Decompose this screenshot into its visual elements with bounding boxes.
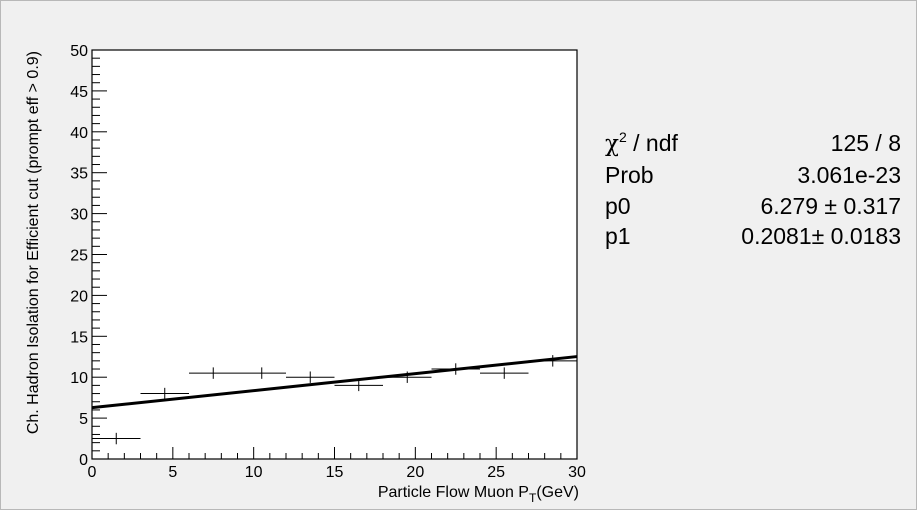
- x-tick-label: 30: [568, 464, 586, 481]
- data-point: [92, 432, 141, 445]
- data-point: [334, 379, 383, 392]
- p0-value: 6.279 ± 0.317: [760, 193, 901, 219]
- p1-value: 0.2081± 0.0183: [741, 223, 901, 249]
- y-tick-label: 20: [70, 288, 88, 305]
- y-tick-label: 15: [70, 329, 88, 346]
- x-tick-label: 15: [326, 464, 344, 481]
- fit-line: [91, 355, 578, 410]
- prob-value: 3.061e-23: [797, 162, 901, 188]
- data-point: [189, 367, 238, 379]
- data-point: [237, 367, 286, 379]
- linear-fit-line: [91, 355, 578, 410]
- y-tick-label: 30: [70, 207, 88, 224]
- y-tick-label: 10: [70, 370, 88, 387]
- chi2-value: 125 / 8: [831, 130, 901, 156]
- x-tick-label: 20: [406, 464, 424, 481]
- y-tick-label: 40: [70, 125, 88, 142]
- p1-label: p1: [605, 223, 631, 249]
- plot-frame: [91, 49, 578, 460]
- x-axis-label: Particle Flow Muon PT(GeV): [378, 484, 579, 505]
- y-axis-ticks: 0 5 10 15 20 25 30 35 40 45 50: [70, 43, 107, 469]
- y-tick-label: 25: [70, 248, 88, 265]
- p0-label: p0: [605, 193, 631, 219]
- x-tick-label: 25: [487, 464, 505, 481]
- fit-stats-box: χ2 / ndf 125 / 8 Prob 3.061e-23 p0 6.279…: [605, 129, 901, 249]
- y-axis-label: Ch. Hadron Isolation for Efficient cut (…: [25, 51, 42, 434]
- data-point: [286, 371, 335, 383]
- y-tick-label: 50: [70, 43, 88, 60]
- data-point: [480, 367, 529, 379]
- x-axis-ticks: 0 5 10 15 20 25 30: [88, 447, 586, 481]
- chi2-label: χ2 / ndf: [605, 129, 678, 157]
- y-tick-label: 45: [70, 84, 88, 101]
- x-tick-label: 10: [245, 464, 263, 481]
- data-point: [140, 387, 189, 400]
- x-tick-label: 5: [168, 464, 177, 481]
- x-tick-label: 0: [88, 464, 97, 481]
- prob-label: Prob: [605, 162, 654, 188]
- y-tick-label: 35: [70, 166, 88, 183]
- y-tick-label: 0: [79, 452, 88, 469]
- y-tick-label: 5: [79, 411, 88, 428]
